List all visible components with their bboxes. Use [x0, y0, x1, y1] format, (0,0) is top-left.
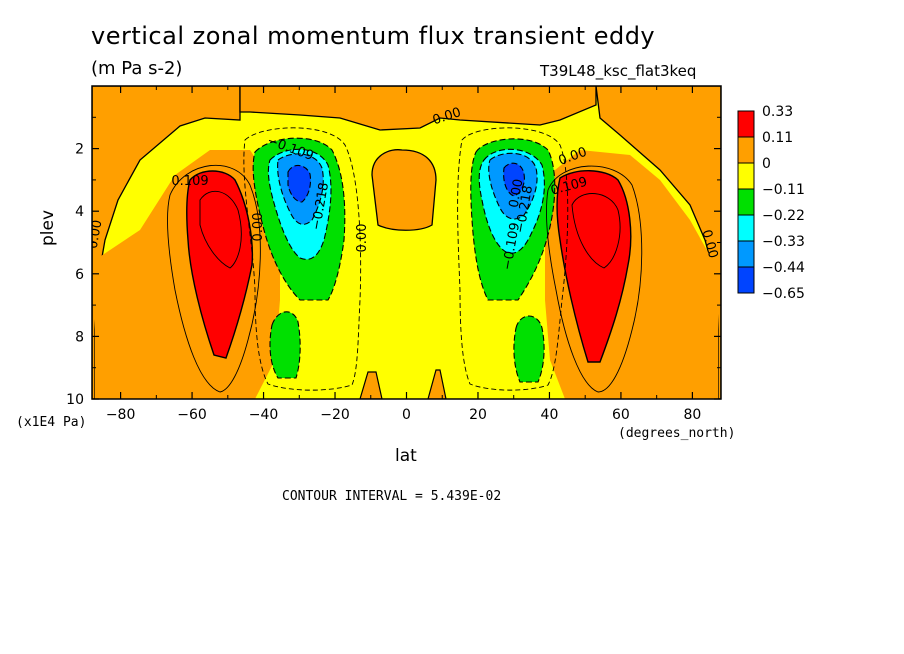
dashed-contour-lines: [243, 127, 569, 391]
run-label: T39L48_ksc_flat3keq: [540, 62, 697, 80]
contour-fill: 0.000.000.00 0.000.00 0.000.000.109 0.109−0…: [92, 86, 721, 399]
legend-level-label: 0.33: [762, 104, 793, 120]
fill-positive-upper: [239, 86, 597, 131]
contour-line-right-inner: [571, 193, 621, 269]
legend-level-label: −0.44: [762, 260, 805, 276]
legend-colorbar: 0.33 0.11 0 −0.11 −0.22 −0.33 −0.44 −0.65: [737, 104, 805, 302]
legend-swatch: [737, 110, 755, 138]
y-tick-label: 4: [75, 204, 84, 220]
x-ticks: −80 −60 −40 −20 0 20 40 60 80: [106, 86, 701, 423]
contour-line-right-outer: [545, 165, 643, 393]
legend-swatch: [737, 240, 755, 268]
y-tick-label: 6: [75, 267, 84, 283]
x-tick-label: 0: [402, 407, 411, 423]
x-tick-label: 80: [683, 407, 701, 423]
fill-positive-center: [371, 149, 437, 231]
legend-swatch: [737, 214, 755, 242]
fill-negative-lower-left: [269, 311, 301, 379]
fill-positive-bottom-right: [427, 369, 447, 399]
fill-negative-core-left: [287, 164, 312, 203]
contour-label: 0.109: [171, 174, 208, 189]
y-tick-label: 2: [75, 142, 84, 158]
fill-strong-positive-left: [185, 170, 254, 359]
y-tick-label: 8: [75, 329, 84, 345]
fill-negative-core-right: [503, 162, 525, 197]
contour-label: 0.00: [251, 213, 266, 242]
x-tick-label: −20: [320, 407, 350, 423]
x-tick-label: 60: [612, 407, 630, 423]
fill-positive-bottom-left: [359, 371, 383, 399]
x-tick-label: 20: [469, 407, 487, 423]
chart-units: (m Pa s-2): [91, 58, 183, 79]
x-axis-label: lat: [395, 446, 417, 466]
legend-swatch: [737, 136, 755, 164]
fill-negative-lower-right: [513, 315, 545, 383]
y-tick-label: 10: [66, 392, 84, 408]
legend-level-label: −0.22: [762, 208, 805, 224]
legend-swatch: [737, 188, 755, 216]
fill-positive-right: [595, 86, 721, 399]
contour-line-left-outer: [167, 164, 261, 393]
legend-level-label: −0.11: [762, 182, 805, 198]
y-unit-label: (x1E4 Pa): [16, 415, 87, 430]
contour-line-left-inner: [199, 190, 242, 269]
x-tick-label: −80: [106, 407, 136, 423]
fill-positive-left: [92, 86, 241, 399]
x-tick-label: −60: [177, 407, 207, 423]
contour-label: 0.00: [355, 224, 370, 253]
legend-level-label: 0.11: [762, 130, 793, 146]
contour-interval-text: CONTOUR INTERVAL = 5.439E-02: [282, 489, 502, 504]
dashed-contour-line-right: [457, 127, 569, 391]
contour-label: 0.00: [698, 228, 720, 260]
contour-lines: [167, 164, 643, 393]
fill-strong-positive-right: [556, 170, 632, 363]
x-unit-label: (degrees_north): [618, 426, 736, 441]
legend-swatch: [737, 266, 755, 294]
legend-level-label: −0.65: [762, 286, 805, 302]
legend-level-label: −0.33: [762, 234, 805, 250]
y-ticks: 2 4 6 8 10: [66, 116, 721, 408]
x-tick-label: −40: [249, 407, 279, 423]
chart-title: vertical zonal momentum flux transient e…: [91, 22, 656, 50]
x-tick-label: 40: [541, 407, 559, 423]
contour-label: 0.00: [507, 178, 527, 209]
legend-swatch: [737, 162, 755, 190]
dashed-contour-line-left: [243, 127, 362, 391]
legend-level-label: 0: [762, 156, 771, 172]
